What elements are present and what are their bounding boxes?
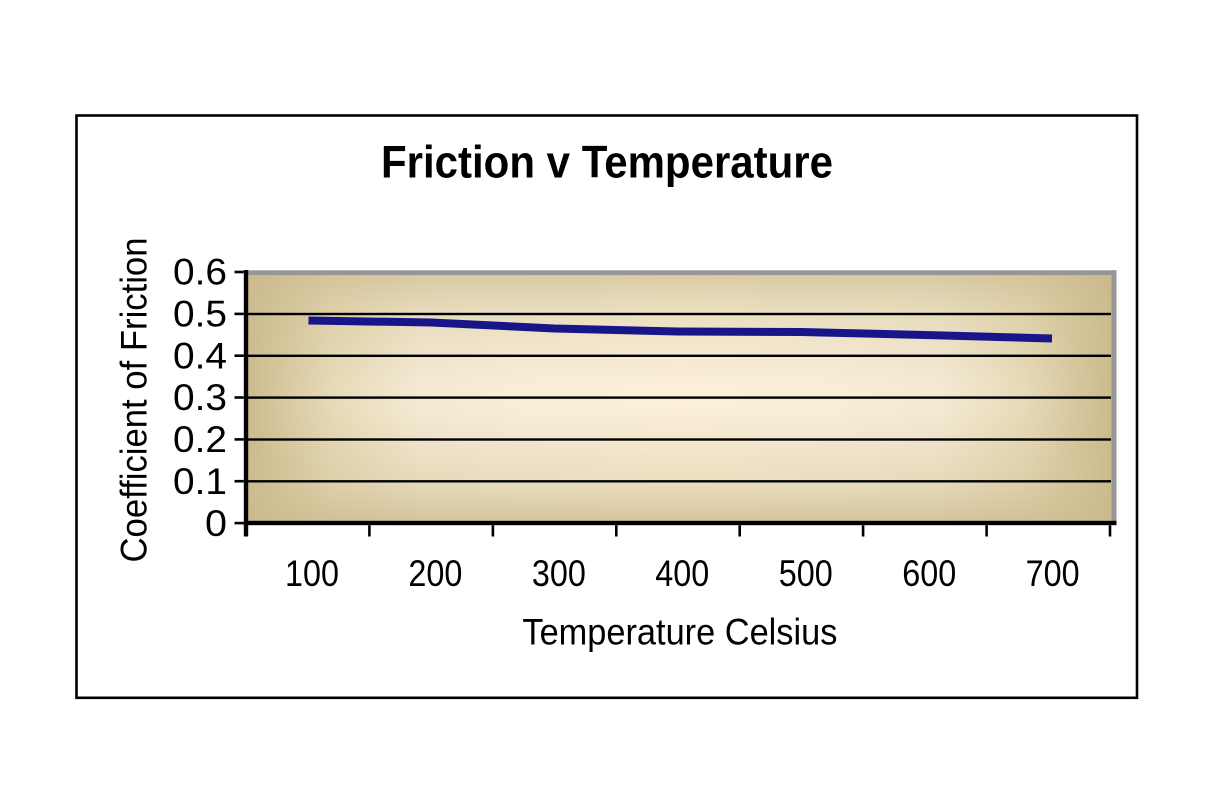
svg-text:100: 100 [285,553,339,594]
svg-text:0.5: 0.5 [173,294,227,335]
svg-text:0.6: 0.6 [173,252,227,293]
svg-text:500: 500 [779,553,833,594]
svg-text:0.2: 0.2 [173,419,227,460]
svg-text:300: 300 [532,553,586,594]
svg-text:Temperature Celsius: Temperature Celsius [522,612,837,653]
svg-text:200: 200 [408,553,462,594]
svg-text:0: 0 [205,503,227,544]
svg-text:700: 700 [1026,553,1080,594]
svg-text:Friction v Temperature: Friction v Temperature [381,137,833,188]
svg-text:0.4: 0.4 [173,335,227,376]
svg-text:0.1: 0.1 [173,461,227,502]
svg-text:400: 400 [655,553,709,594]
svg-text:600: 600 [902,553,956,594]
svg-text:Coefficient of Friction: Coefficient of Friction [114,238,155,563]
svg-text:0.3: 0.3 [173,377,227,418]
